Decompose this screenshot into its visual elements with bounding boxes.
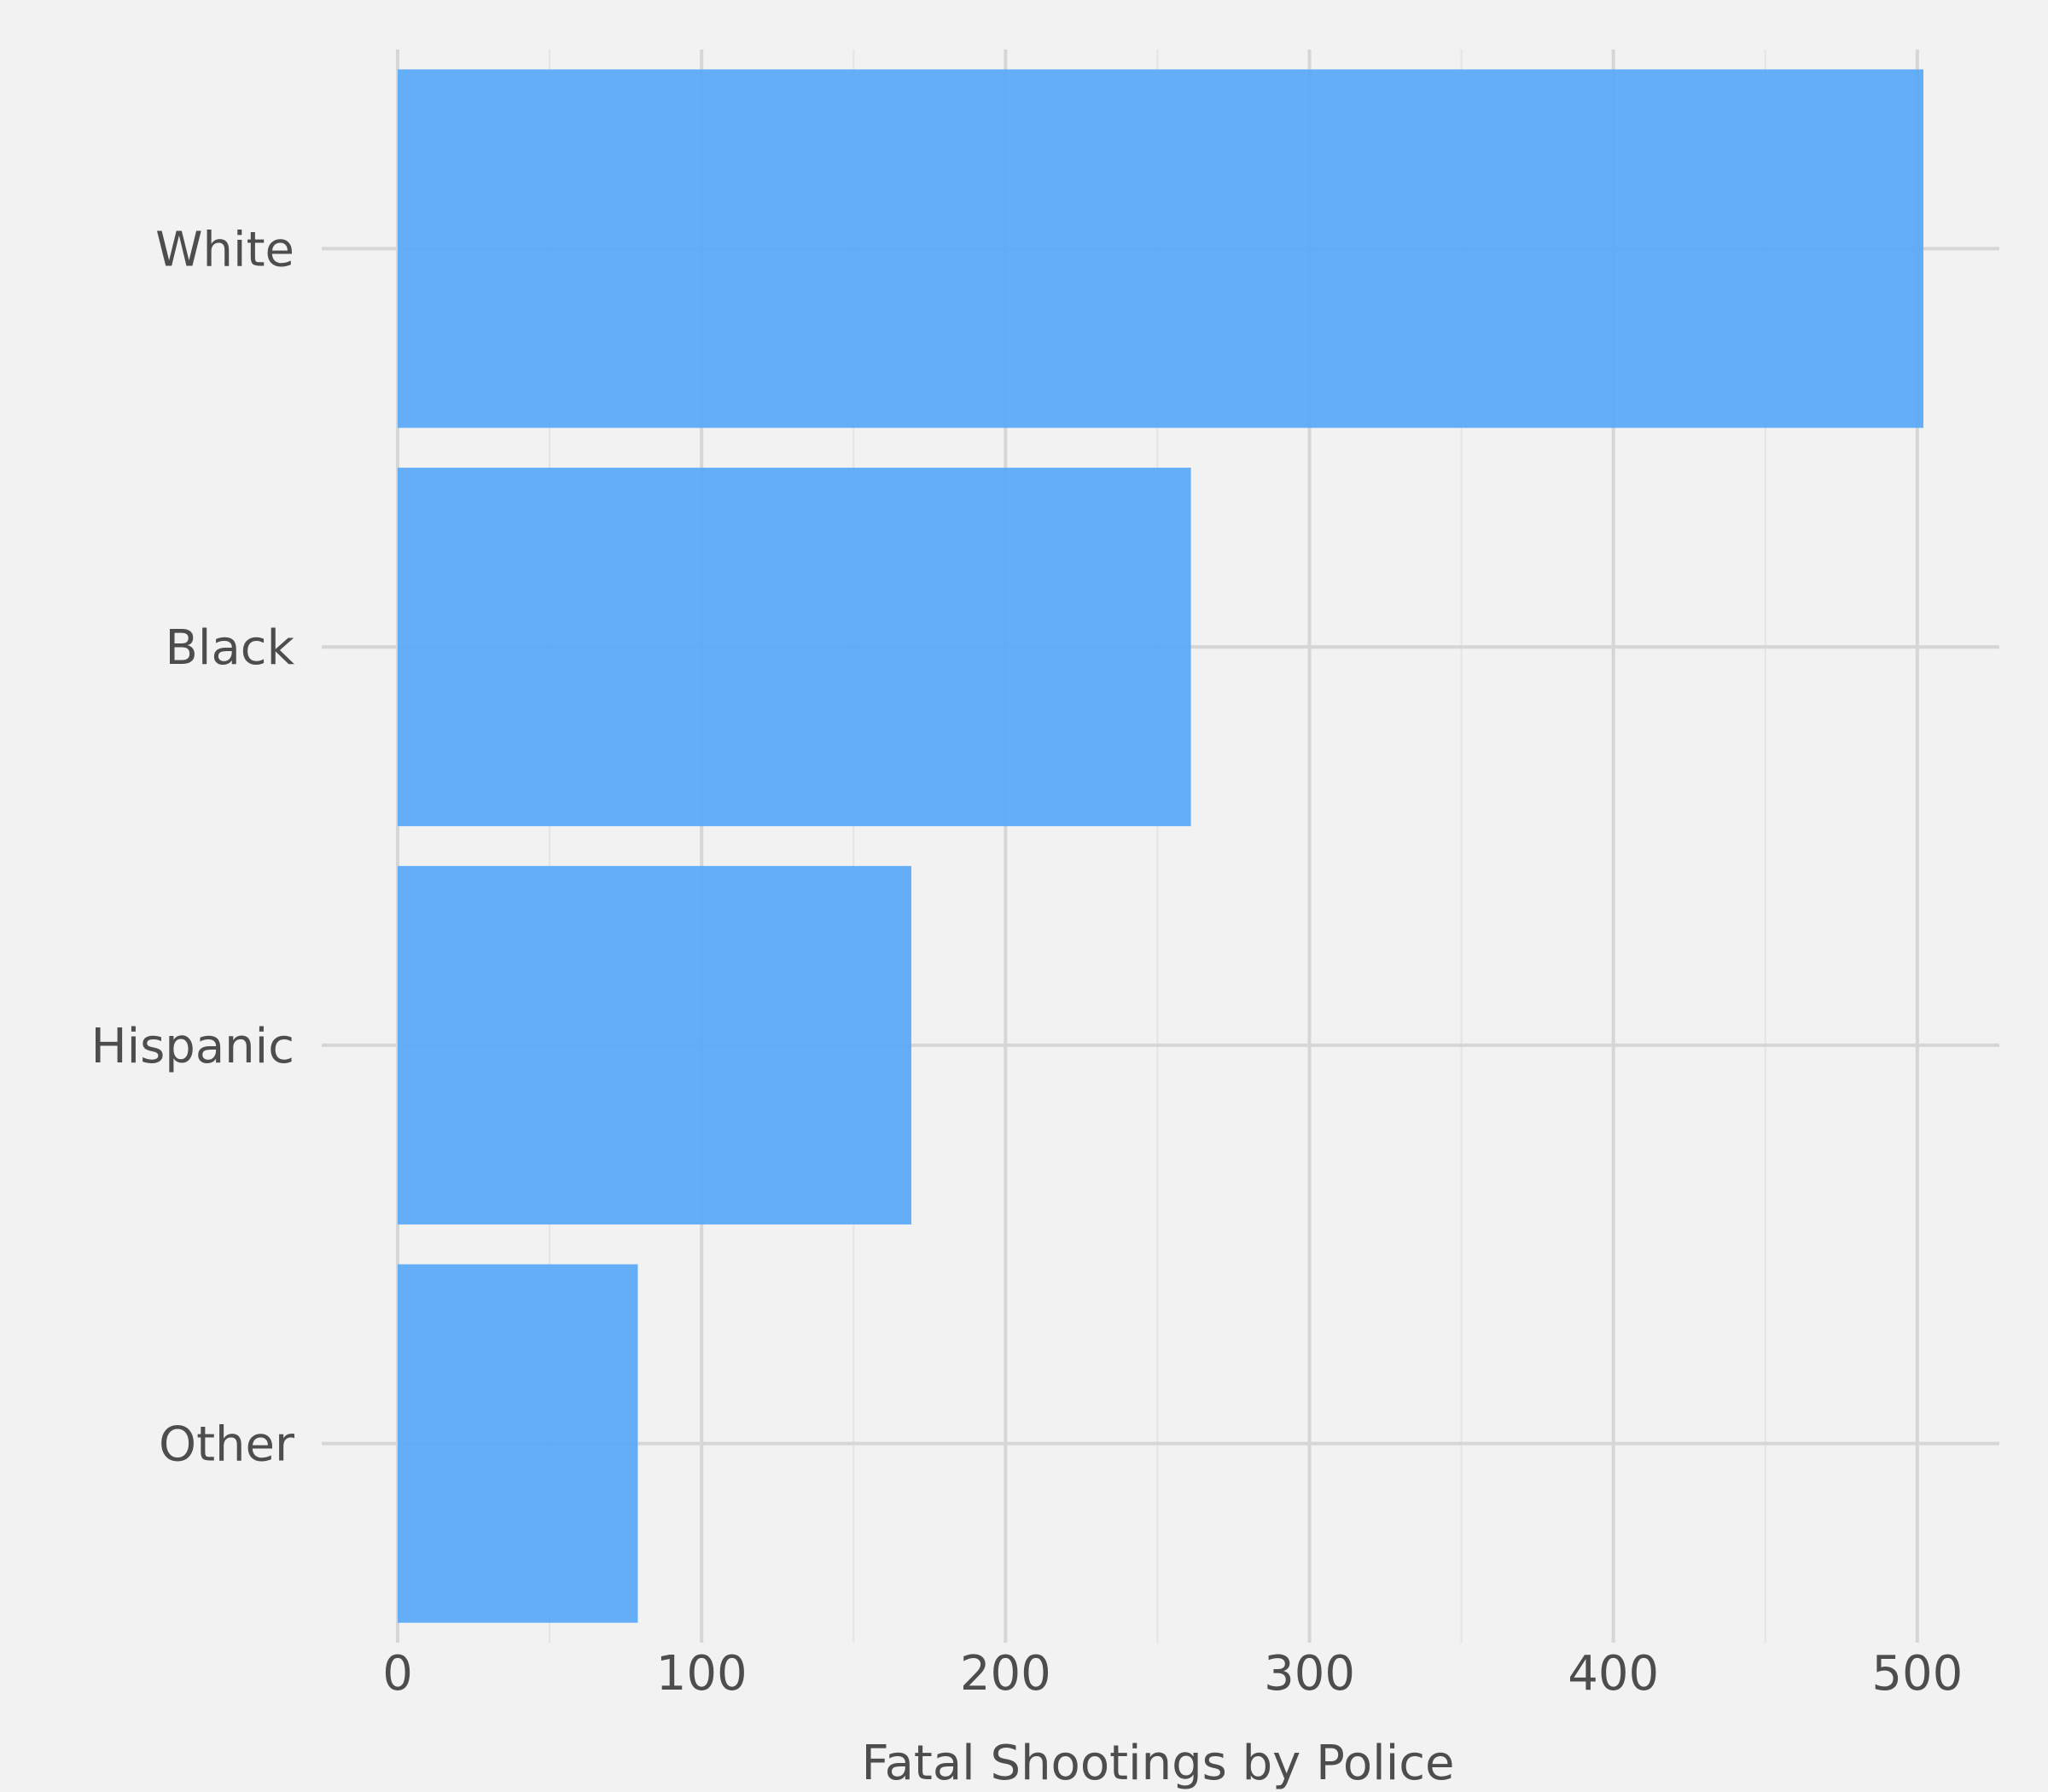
- x-tick-label: 200: [960, 1646, 1051, 1702]
- x-tick-label: 0: [382, 1646, 413, 1702]
- bar-hispanic: [398, 865, 911, 1225]
- bar-black: [398, 468, 1191, 827]
- x-axis-ticks: 0 100 200 300 400 500: [382, 1646, 1963, 1702]
- x-tick-label: 500: [1871, 1646, 1963, 1702]
- y-axis-ticks: White Black Hispanic Other: [90, 222, 295, 1472]
- x-tick-label: 300: [1264, 1646, 1355, 1702]
- x-tick-label: 100: [656, 1646, 748, 1702]
- bar-white: [398, 69, 1923, 428]
- bars: [398, 69, 1923, 1623]
- x-tick-label: 400: [1568, 1646, 1659, 1702]
- y-tick-label-hispanic: Hispanic: [90, 1019, 294, 1074]
- bar-other: [398, 1264, 638, 1623]
- y-tick-label-white: White: [155, 222, 294, 277]
- x-axis-title: Fatal Shootings by Police: [862, 1736, 1455, 1791]
- y-tick-label-other: Other: [159, 1417, 295, 1473]
- y-tick-label-black: Black: [165, 620, 294, 676]
